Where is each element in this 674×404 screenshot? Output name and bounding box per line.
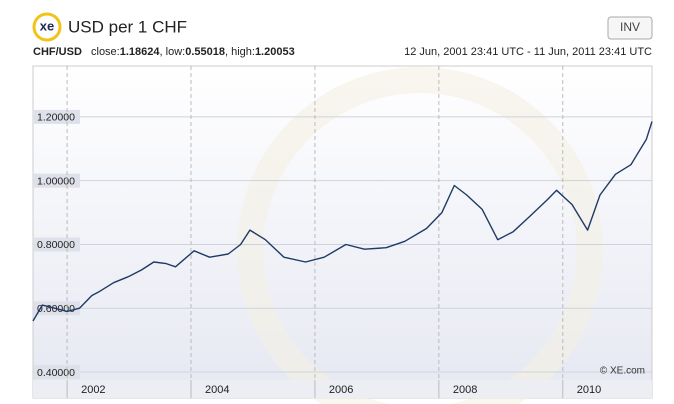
pair: CHF/USD xyxy=(33,46,82,58)
y-tick-label: 0.40000 xyxy=(37,367,75,379)
x-tick-label: 2002 xyxy=(81,384,105,396)
y-tick-box xyxy=(34,365,80,380)
watermark xyxy=(237,67,603,404)
price-line xyxy=(32,121,653,322)
x-tick-label: 2008 xyxy=(453,384,477,396)
y-tick-box xyxy=(34,173,80,188)
y-tick-label: 1.00000 xyxy=(37,175,75,187)
title: USD per 1 CHF xyxy=(68,17,187,36)
stat-label: , low: xyxy=(160,46,186,58)
stat-value: 1.18624 xyxy=(120,46,161,58)
date-range: 12 Jun, 2001 23:41 UTC - 11 Jun, 2011 23… xyxy=(404,46,652,58)
y-tick-label: 0.80000 xyxy=(37,239,75,251)
inv-button[interactable] xyxy=(607,16,653,40)
stat-label: , high: xyxy=(225,46,255,58)
x-axis-band xyxy=(33,380,652,398)
copyright: © XE.com xyxy=(600,366,645,377)
x-tick-label: 2004 xyxy=(205,384,229,396)
y-tick-label: 1.20000 xyxy=(37,112,75,124)
y-tick-box xyxy=(34,109,80,124)
stats: close:1.18624, low:0.55018, high:1.20053 xyxy=(91,46,295,58)
inv-label[interactable]: INV xyxy=(620,20,640,34)
y-tick-box xyxy=(34,237,80,252)
logo: xe xyxy=(40,18,54,33)
x-tick-label: 2006 xyxy=(329,384,353,396)
logo-ring xyxy=(32,12,62,42)
x-tick-label: 2010 xyxy=(577,384,601,396)
stat-value: 0.55018 xyxy=(185,46,225,58)
stat-label: close: xyxy=(91,46,120,58)
stat-value: 1.20053 xyxy=(255,46,295,58)
